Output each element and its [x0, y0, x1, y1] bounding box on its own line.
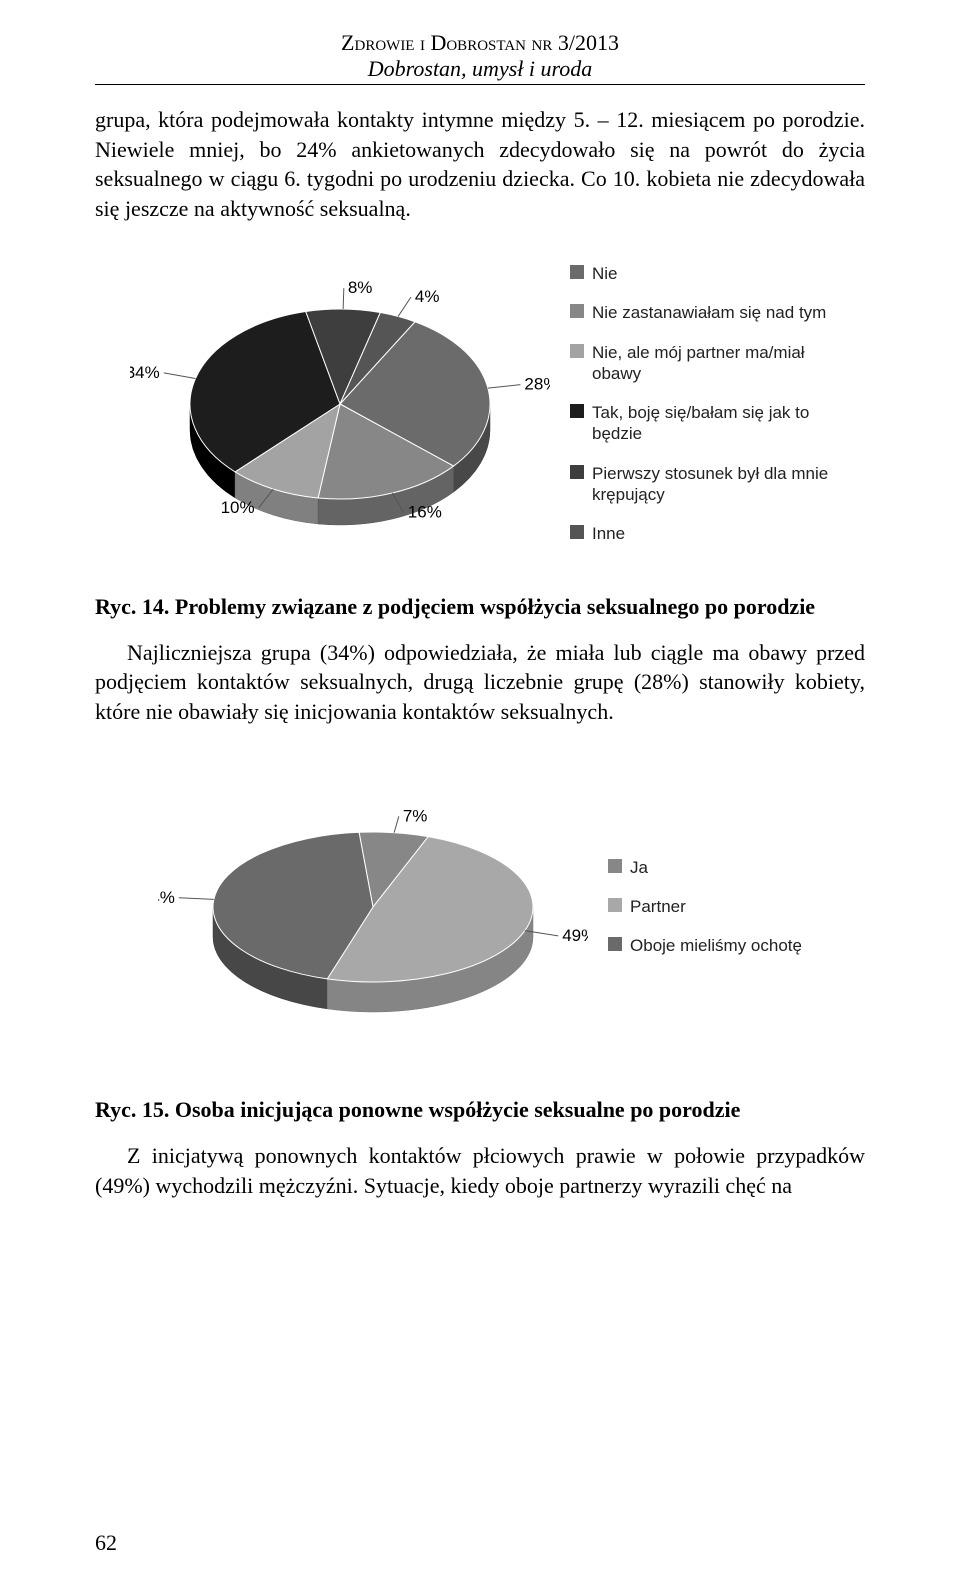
legend-item: Inne — [570, 523, 830, 544]
svg-text:34%: 34% — [130, 363, 160, 382]
legend-label: Ja — [630, 857, 648, 878]
pie-chart-2: 7% 49% 44% — [158, 777, 588, 1037]
legend-label: Nie zastanawiałam się nad tym — [592, 302, 826, 323]
svg-text:44%: 44% — [158, 888, 175, 907]
legend-label: Pierwszy stosunek był dla mnie krępujący — [592, 463, 830, 506]
header-line1: Zdrowie i Dobrostan nr 3/2013 — [95, 30, 865, 56]
legend-swatch — [570, 304, 584, 318]
header-line2: Dobrostan, umysł i uroda — [95, 56, 865, 82]
legend-label: Inne — [592, 523, 625, 544]
legend-swatch — [608, 898, 622, 912]
paragraph-3: Z inicjatywą ponownych kontaktów płciowy… — [95, 1141, 865, 1200]
pie-chart-1: 28% 16% 10% 34% 8% 4% — [130, 254, 550, 554]
svg-text:10%: 10% — [221, 498, 255, 517]
svg-text:7%: 7% — [403, 806, 428, 825]
legend-label: Partner — [630, 896, 686, 917]
legend-swatch — [570, 404, 584, 418]
paragraph-2: Najliczniejsza grupa (34%) odpowiedziała… — [95, 638, 865, 727]
svg-text:28%: 28% — [524, 374, 550, 393]
svg-text:8%: 8% — [348, 278, 373, 297]
legend-item: Oboje mieliśmy ochotę — [608, 935, 802, 956]
legend-item: Nie zastanawiałam się nad tym — [570, 302, 830, 323]
page-number: 62 — [95, 1530, 117, 1556]
page-header: Zdrowie i Dobrostan nr 3/2013 Dobrostan,… — [95, 30, 865, 85]
svg-text:16%: 16% — [408, 502, 442, 521]
chart1-row: 28% 16% 10% 34% 8% 4% Nie Nie zastanawiałam si… — [95, 254, 865, 554]
legend-item: Nie — [570, 263, 830, 284]
legend-label: Nie, ale mój partner ma/miał obawy — [592, 342, 830, 385]
legend-swatch — [570, 265, 584, 279]
svg-text:4%: 4% — [415, 287, 440, 306]
paragraph-1: grupa, która podejmowała kontakty intymn… — [95, 105, 865, 224]
legend-item: Nie, ale mój partner ma/miał obawy — [570, 342, 830, 385]
header-underline — [95, 84, 865, 85]
caption-1: Ryc. 14. Problemy związane z podjęciem w… — [95, 594, 865, 620]
legend-swatch — [608, 859, 622, 873]
legend-item: Tak, boję się/bałam się jak to będzie — [570, 402, 830, 445]
legend-swatch — [570, 344, 584, 358]
legend-item: Pierwszy stosunek był dla mnie krępujący — [570, 463, 830, 506]
legend-swatch — [570, 525, 584, 539]
svg-text:49%: 49% — [562, 926, 588, 945]
legend-1: Nie Nie zastanawiałam się nad tym Nie, ale… — [570, 263, 830, 544]
legend-swatch — [608, 937, 622, 951]
legend-label: Oboje mieliśmy ochotę — [630, 935, 802, 956]
legend-label: Tak, boję się/bałam się jak to będzie — [592, 402, 830, 445]
legend-2: Ja Partner Oboje mieliśmy ochotę — [608, 857, 802, 957]
chart2-row: 7% 49% 44% Ja Partner Oboje mieliśmy ochotę — [95, 777, 865, 1037]
legend-label: Nie — [592, 263, 618, 284]
caption-2: Ryc. 15. Osoba inicjująca ponowne współż… — [95, 1097, 865, 1123]
legend-item: Partner — [608, 896, 802, 917]
legend-item: Ja — [608, 857, 802, 878]
legend-swatch — [570, 465, 584, 479]
